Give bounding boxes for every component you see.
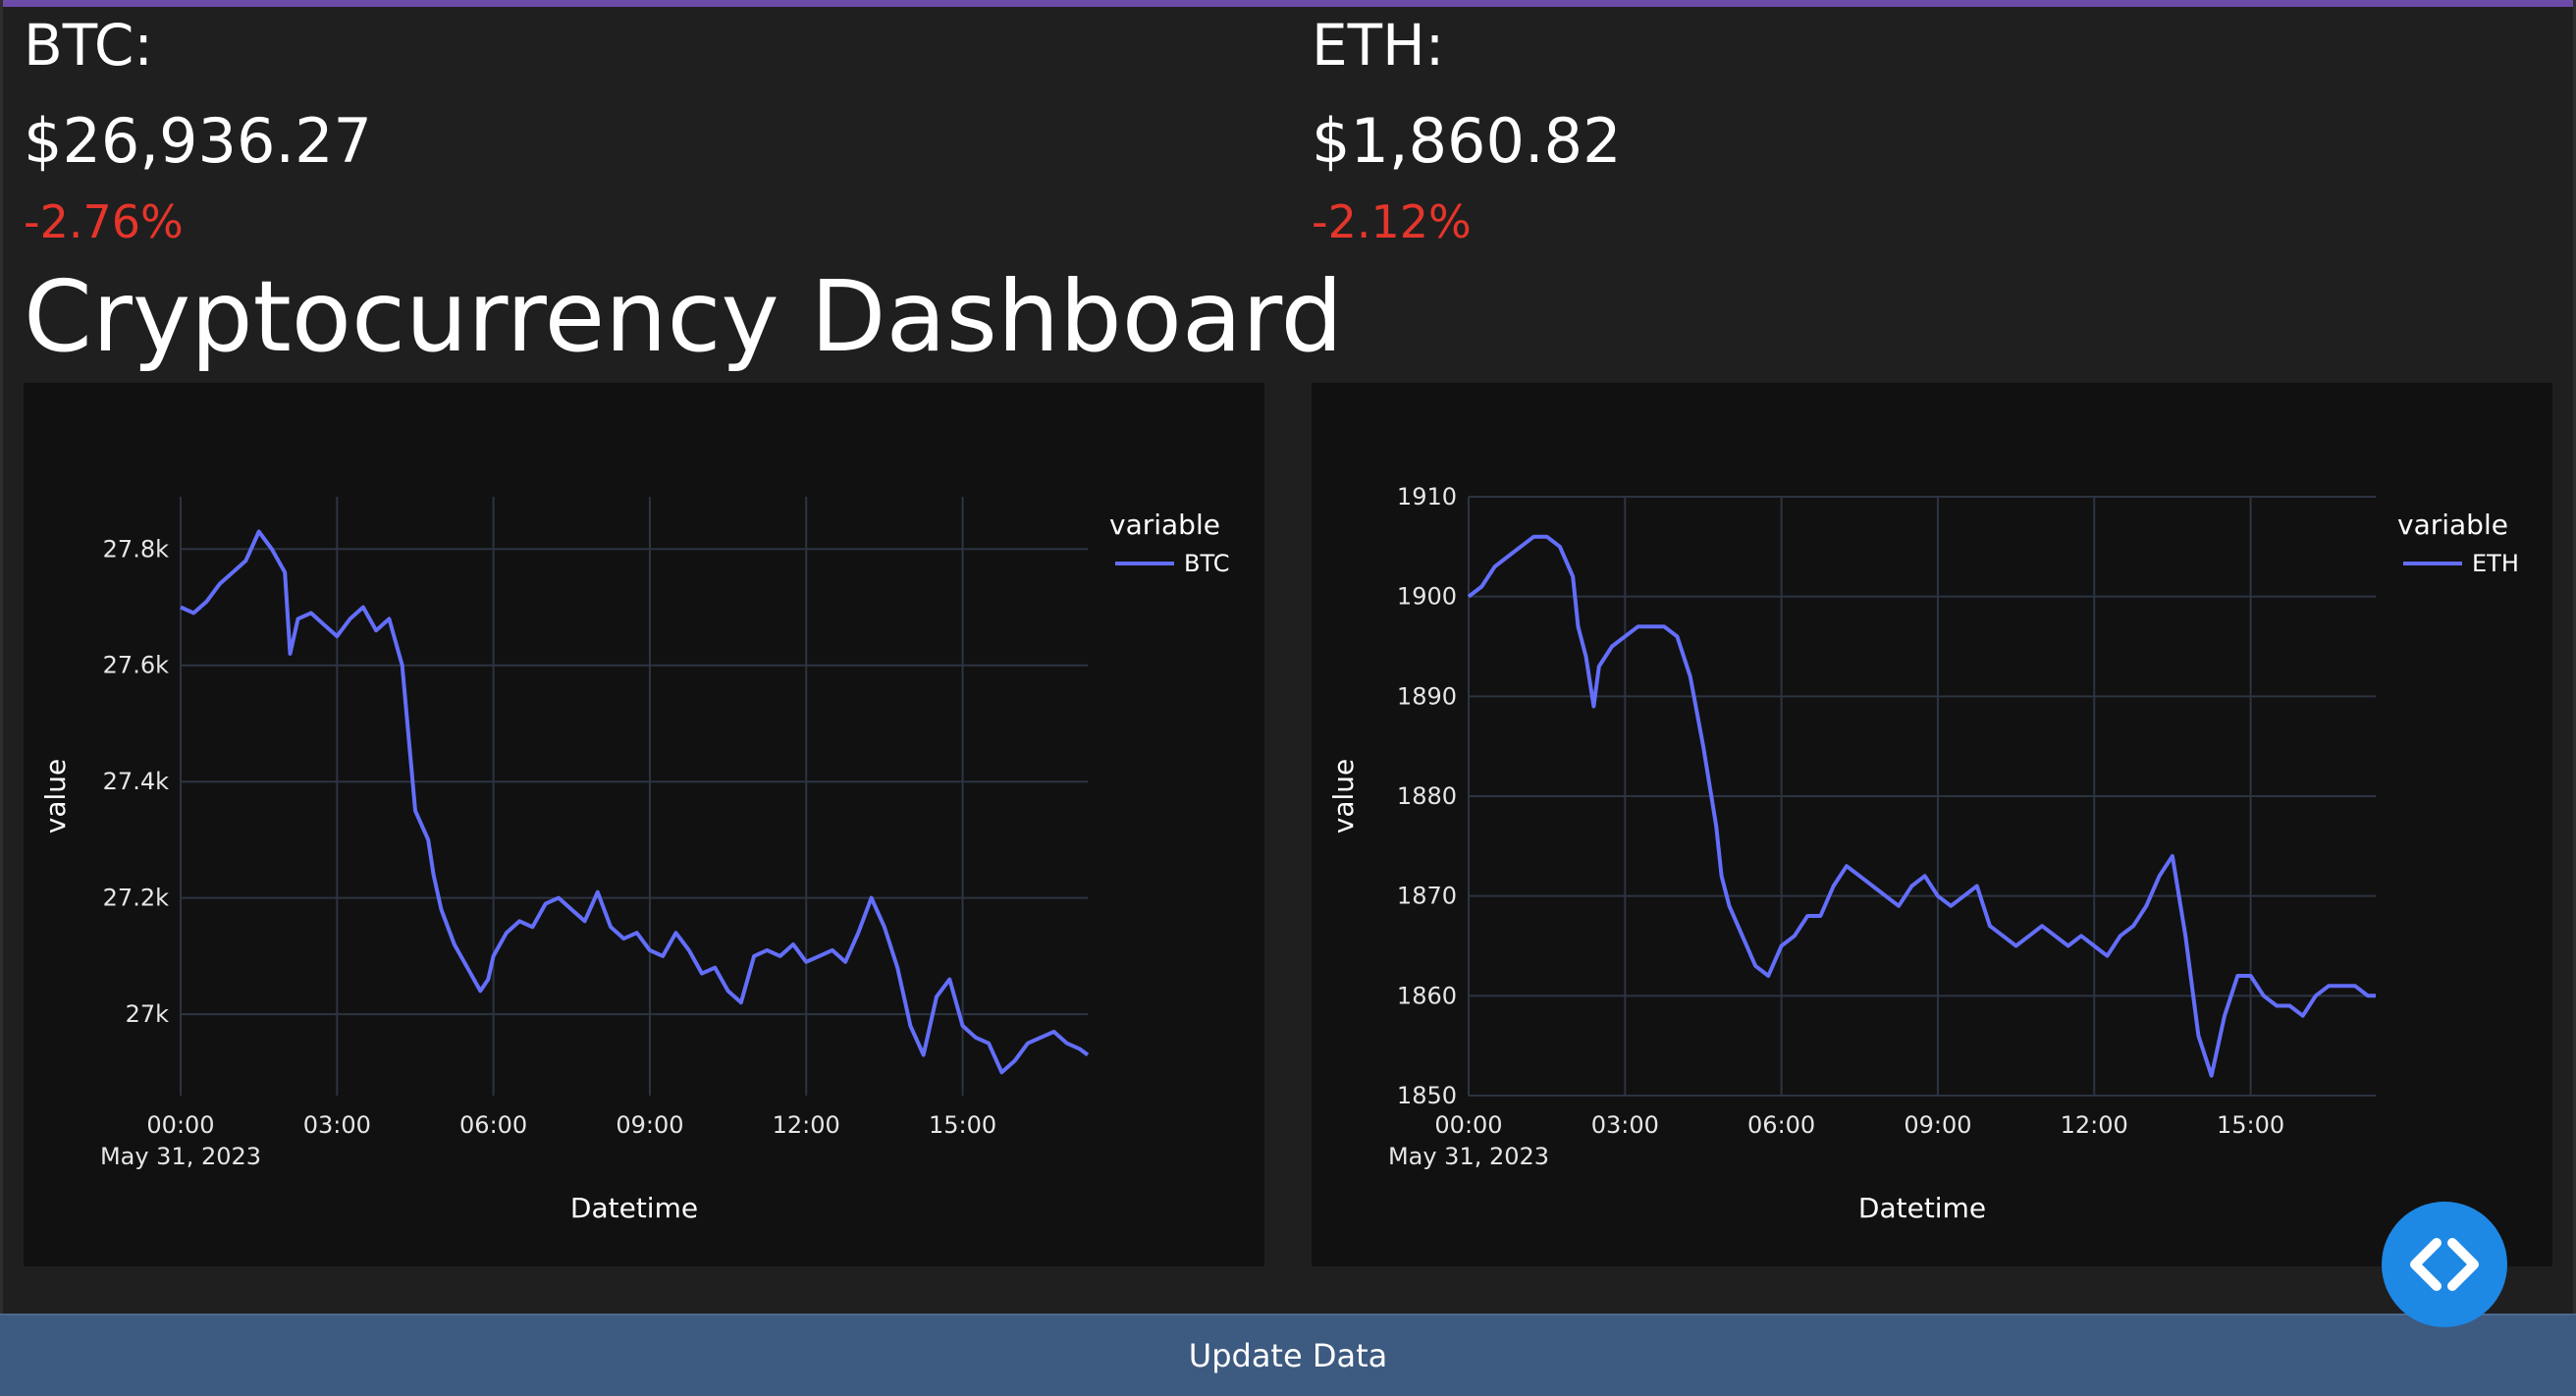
btc-chart-panel: 27k 27.2k 27.4k 27.6k 27.8k 00:00 03:00 06:00 09…	[24, 383, 1264, 1266]
code-toggle-button[interactable]	[2382, 1202, 2507, 1327]
eth-series-line	[1467, 534, 2376, 1078]
btc-line-chart: 27k 27.2k 27.4k 27.6k 27.8k 00:00 03:00 06:00 09…	[39, 497, 1229, 1224]
btc-y-tick-label: 27.8k	[103, 535, 169, 563]
eth-x-axis-title: Datetime	[1858, 1192, 1986, 1224]
window-right-edge	[2573, 0, 2576, 1396]
btc-y-tick-label: 27.6k	[103, 652, 169, 679]
eth-y-tick-label: 1890	[1397, 682, 1457, 710]
eth-x-tick-label: 09:00	[1904, 1111, 1971, 1139]
eth-x-date-label: May 31, 2023	[1388, 1143, 1549, 1170]
btc-x-tick-label: 00:00	[146, 1111, 214, 1139]
btc-x-tick-label: 09:00	[616, 1111, 683, 1139]
eth-x-tick-label: 03:00	[1591, 1111, 1659, 1139]
update-data-button[interactable]: Update Data	[0, 1314, 2576, 1396]
btc-legend-title: variable	[1109, 509, 1220, 541]
btc-change: -2.76%	[24, 195, 184, 248]
eth-y-tick-label: 1880	[1397, 782, 1457, 810]
btc-legend-entry: BTC	[1184, 550, 1229, 577]
code-brackets-icon	[2410, 1238, 2479, 1291]
eth-y-tick-label: 1850	[1397, 1082, 1457, 1109]
btc-y-tick-label: 27.2k	[103, 885, 169, 912]
eth-x-tick-label: 12:00	[2061, 1111, 2128, 1139]
eth-summary: ETH: $1,860.82 -2.12%	[1312, 8, 1622, 251]
eth-change: -2.12%	[1312, 195, 1472, 248]
eth-x-tick-label: 00:00	[1434, 1111, 1502, 1139]
eth-y-tick-label: 1870	[1397, 883, 1457, 910]
eth-x-tick-label: 06:00	[1747, 1111, 1815, 1139]
eth-legend-entry: ETH	[2472, 550, 2519, 577]
page-title: Cryptocurrency Dashboard	[24, 259, 1343, 374]
eth-price: $1,860.82	[1312, 105, 1622, 177]
eth-legend-title: variable	[2397, 509, 2508, 541]
eth-chart-panel: 1850 1860 1870 1880 1890 1900 1910 00:00 03:00 06…	[1312, 383, 2552, 1266]
btc-x-axis-title: Datetime	[570, 1192, 698, 1224]
eth-y-tick-label: 1910	[1397, 483, 1457, 510]
eth-y-tick-label: 1900	[1397, 583, 1457, 611]
btc-y-tick-label: 27k	[126, 1000, 170, 1028]
eth-y-tick-label: 1860	[1397, 982, 1457, 1009]
btc-y-axis-title: value	[39, 759, 72, 833]
btc-x-tick-label: 03:00	[303, 1111, 371, 1139]
btc-symbol: BTC:	[24, 12, 153, 79]
window-left-edge	[0, 0, 3, 1396]
btc-price: $26,936.27	[24, 105, 372, 177]
window-top-accent-bar	[0, 0, 2576, 7]
eth-y-axis-title: value	[1327, 759, 1360, 833]
eth-x-tick-label: 15:00	[2217, 1111, 2284, 1139]
btc-x-tick-label: 15:00	[929, 1111, 996, 1139]
eth-line-chart: 1850 1860 1870 1880 1890 1900 1910 00:00 03:00 06…	[1327, 483, 2519, 1224]
btc-x-tick-label: 12:00	[773, 1111, 840, 1139]
btc-x-tick-label: 06:00	[459, 1111, 527, 1139]
btc-x-date-label: May 31, 2023	[100, 1143, 261, 1170]
btc-y-tick-label: 27.4k	[103, 768, 169, 795]
btc-series-line	[180, 529, 1090, 1075]
btc-summary: BTC: $26,936.27 -2.76%	[24, 8, 372, 251]
eth-symbol: ETH:	[1312, 12, 1445, 79]
